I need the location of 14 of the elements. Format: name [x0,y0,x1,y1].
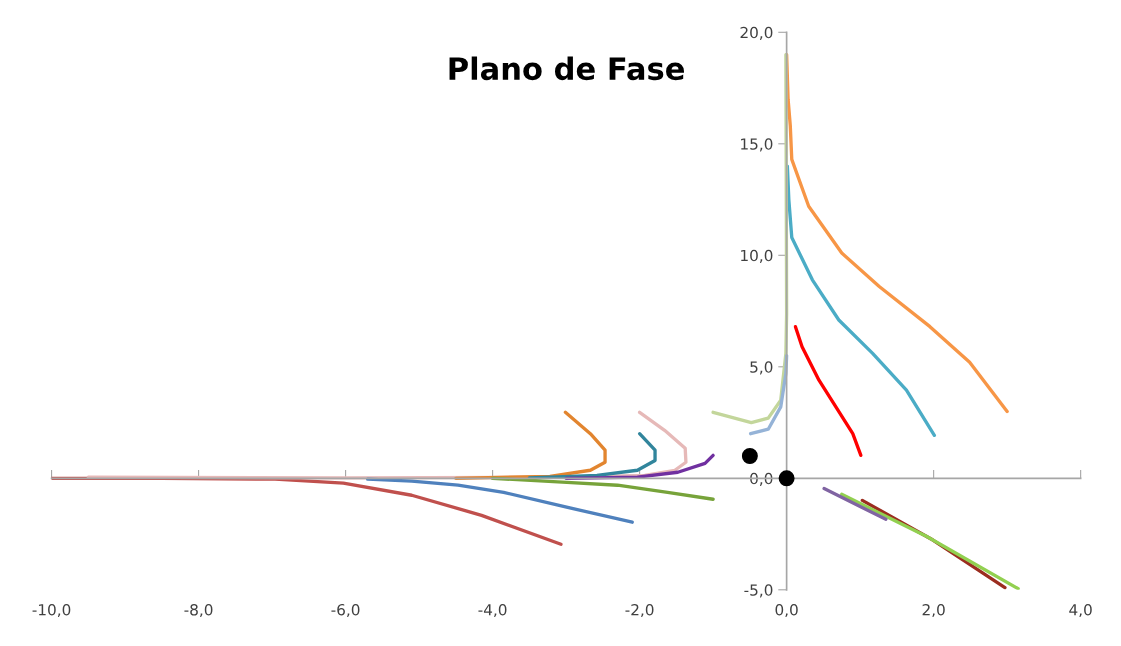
text: Plano de Fase [449,56,684,81]
x-tick-label: -4,0 [478,603,507,618]
y-tick-label: 5,0 [750,361,773,375]
y-tick-label: 20,0 [740,26,773,40]
x-tick-label: -2,0 [625,603,654,618]
x-tick-label: 0,0 [775,603,798,618]
y-tick-label: 15,0 [741,138,773,152]
x-tick-label: 2,0 [922,603,945,618]
x-tick-label: -8,0 [184,603,213,618]
y-tick-label: 10,0 [741,249,773,263]
x-tick-label: -10,0 [32,603,71,618]
x-tick-label: 4,0 [1069,603,1092,618]
x-tick-label: -6,0 [331,603,360,618]
y-tick-label: -5,0 [744,584,773,598]
